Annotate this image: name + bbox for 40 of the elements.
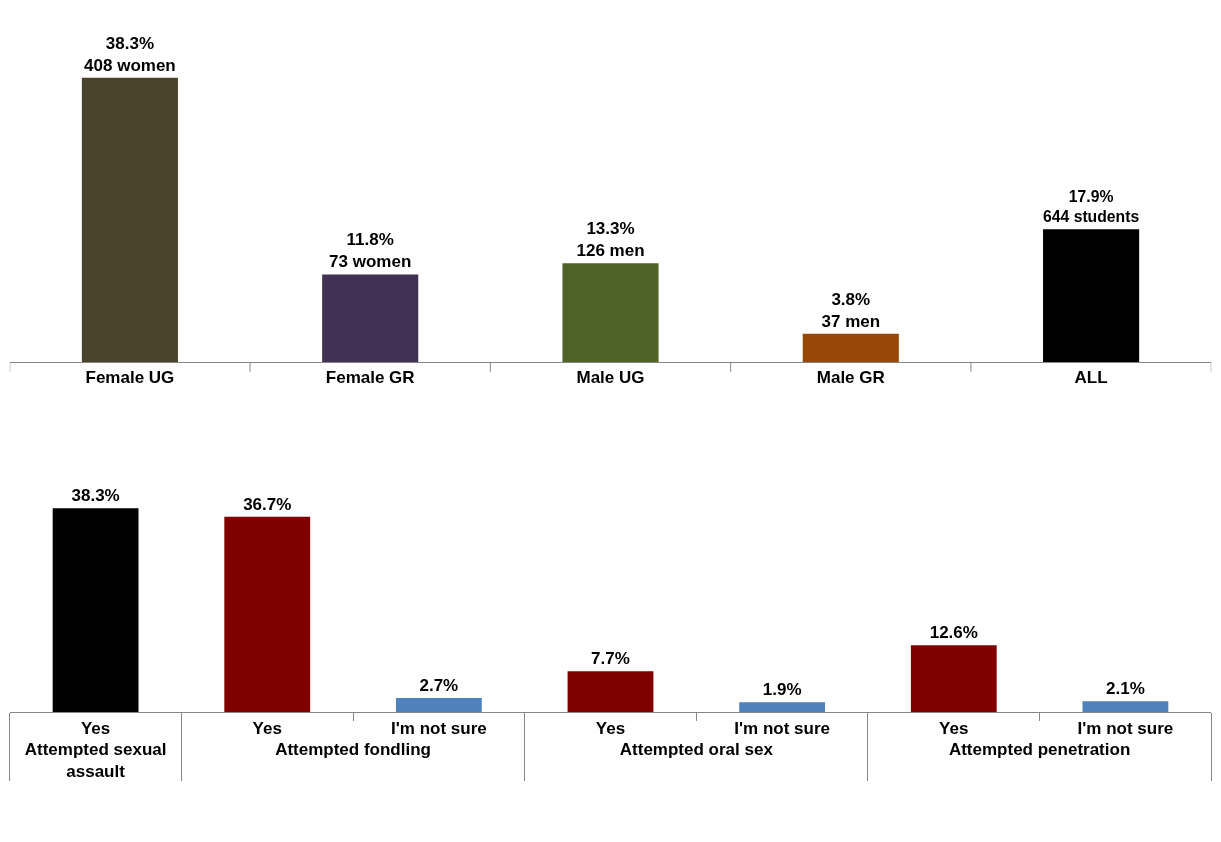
data-label: 17.9% 644 students [1043,188,1140,226]
data-label: 1.9% [762,680,802,700]
bar [52,508,139,713]
bar [224,516,311,713]
x-tick-label: I'm not sure [1077,718,1174,738]
data-label: 13.3% 126 men [576,219,645,261]
x-tick-label: Yes [939,718,969,738]
bar [1082,701,1169,713]
bar [81,77,178,363]
bar [322,274,419,363]
x-tick-label: Yes [80,718,111,738]
bar [802,333,899,363]
bar [910,645,997,713]
bar [567,671,654,713]
data-label: 7.7% [591,649,630,669]
x-tick-label: Yes [252,718,282,738]
data-label: 3.8% 37 men [821,289,881,331]
x-tick-label: Female GR [325,368,415,388]
x-tick-label: Yes [595,718,626,738]
bar [395,697,482,713]
bar [562,263,659,363]
data-label: 2.1% [1106,679,1145,699]
x-tick-label: Male UG [576,368,645,388]
text: Attempted penetration [948,739,1131,759]
text: Attempted fondling [275,739,431,759]
data-label: 11.8% 73 women [329,230,412,272]
x-tick-label: Male GR [816,368,885,388]
x-tick-label: I'm not sure [391,718,487,738]
x-tick-label: Female UG [85,368,175,388]
x-tick-label: ALL [1074,368,1108,388]
data-label: 2.7% [419,675,459,695]
text: Attempted sexual assault [24,739,167,781]
x-tick-label: I'm not sure [734,718,830,738]
text: Attempted oral sex [619,739,774,759]
data-label: 38.3% 408 women [84,33,176,75]
data-label: 36.7% [243,494,292,514]
data-label: 38.3% [71,486,120,506]
bar [1043,229,1140,363]
bar [739,702,826,713]
data-label: 12.6% [929,623,978,643]
